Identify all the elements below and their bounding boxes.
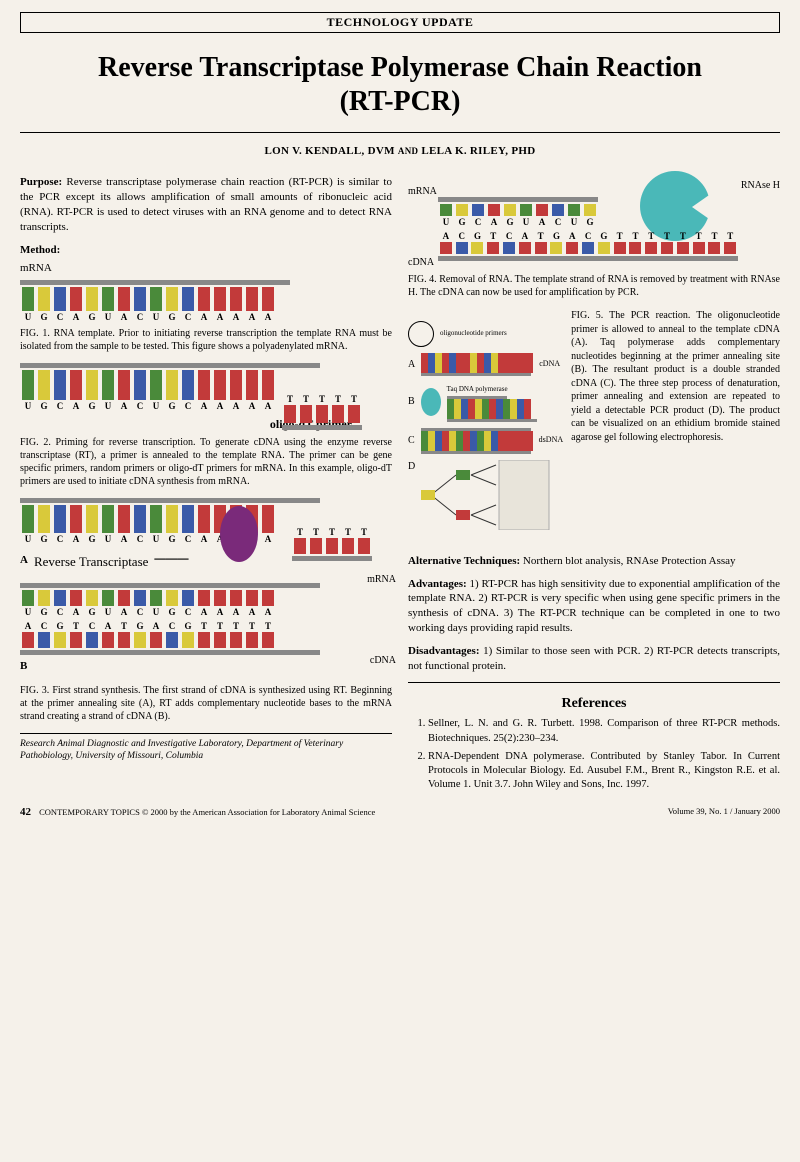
fig2-diagram: UGCAGUACUGCAAAAA TTTTT <box>20 363 392 412</box>
title-line1: Reverse Transcriptase Polymerase Chain R… <box>98 52 702 83</box>
fig3b-diagram: mRNA UGCAGUACUGCAAAAA ACGTCATGACGTTTTT c… <box>20 583 392 655</box>
fig5-a-cdna: cDNA <box>539 359 560 370</box>
fig5-block: oligonucleotide primers A cDNA B Taq DNA… <box>408 309 780 542</box>
rule-top <box>20 132 780 133</box>
fig5-taq-label: Taq DNA polymerase <box>447 385 508 393</box>
col-left: Purpose: Reverse transcriptase polymeras… <box>20 175 392 796</box>
fig4-bot: ACGTCATGACGTTTTTTTT <box>438 230 738 254</box>
footer: 42 CONTEMPORARY TOPICS © 2000 by the Ame… <box>20 806 780 818</box>
fig5-b: B <box>408 395 415 409</box>
fig1-mrna-label: mRNA <box>20 261 392 276</box>
ref-2: RNA-Dependent DNA polymerase. Contribute… <box>428 750 780 793</box>
fig4-mrna-label: mRNA <box>408 185 437 199</box>
alt-techniques: Alternative Techniques: Northern blot an… <box>408 554 780 569</box>
fig3b-top: UGCAGUACUGCAAAAA <box>20 590 392 618</box>
fig3a-primer: TTTTT <box>292 526 372 554</box>
purpose-text: Reverse transcriptase polymerase chain r… <box>20 176 392 233</box>
references: Sellner, L. N. and G. R. Turbett. 1998. … <box>408 717 780 792</box>
fig3-diagram: UGCAGUACUGCAAAAA TTTTT <box>20 498 392 545</box>
fig5-c-dsdna: dsDNA <box>539 435 563 446</box>
fig5-c: C <box>408 434 415 448</box>
author2: LELA K. RILEY, PHD <box>421 145 535 157</box>
purpose-para: Purpose: Reverse transcriptase polymeras… <box>20 175 392 234</box>
author1: LON V. KENDALL, DVM <box>265 145 395 157</box>
columns: Purpose: Reverse transcriptase polymeras… <box>20 175 780 796</box>
title-line2: (RT-PCR) <box>340 86 461 117</box>
fig5-d: D <box>408 460 415 474</box>
refs-rule <box>408 682 780 683</box>
purpose-lead: Purpose: <box>20 176 62 188</box>
alt-text: Northern blot analysis, RNAse Protection… <box>520 555 735 567</box>
affiliation: Research Animal Diagnostic and Investiga… <box>20 733 392 763</box>
fig5-caption: FIG. 5. The PCR reaction. The oligonucle… <box>571 309 780 542</box>
fig3-caption: FIG. 3. First strand synthesis. The firs… <box>20 684 392 723</box>
primer-circle-icon <box>408 321 434 347</box>
fig3b-mrna-label: mRNA <box>367 573 396 587</box>
fig4-rnase-label: RNAse H <box>741 179 780 193</box>
fig5-a: A <box>408 358 415 372</box>
dis-lead: Disadvantages: <box>408 645 480 657</box>
adv-lead: Advantages: <box>408 578 467 590</box>
fig3b-cdna-label: cDNA <box>370 654 396 668</box>
article-title: Reverse Transcriptase Polymerase Chain R… <box>20 51 780 118</box>
fig1-strand: UGCAGUACUGCAAAAA <box>20 287 392 323</box>
advantages: Advantages: 1) RT-PCR has high sensitivi… <box>408 577 780 636</box>
footer-copyright: CONTEMPORARY TOPICS © 2000 by the Americ… <box>39 807 375 817</box>
footer-left: 42 CONTEMPORARY TOPICS © 2000 by the Ame… <box>20 806 375 818</box>
fig5-b-strand <box>447 399 537 419</box>
section-header: TECHNOLOGY UPDATE <box>20 12 780 33</box>
fig3b-bot: ACGTCATGACGTTTTT <box>20 620 392 648</box>
page-number: 42 <box>20 806 31 818</box>
ref-1: Sellner, L. N. and G. R. Turbett. 1998. … <box>428 717 780 745</box>
fig2-caption: FIG. 2. Priming for reverse transcriptio… <box>20 436 392 488</box>
fig3-panel-b: B <box>20 659 392 674</box>
fig5-a-strand <box>421 353 533 373</box>
fig1-caption: FIG. 1. RNA template. Prior to initiatin… <box>20 327 392 353</box>
fig3-panel-a: A <box>20 553 28 568</box>
fig4-cdna-label: cDNA <box>408 256 434 270</box>
alt-lead: Alternative Techniques: <box>408 555 520 567</box>
disadvantages: Disadvantages: 1) Similar to those seen … <box>408 644 780 674</box>
taq-icon <box>421 388 441 416</box>
fig5-primer-label: oligonucleotide primers <box>440 329 507 338</box>
col-right: mRNA RNAse H UGCAGUACUG ACGTCATGACGTTTTT… <box>408 175 780 796</box>
fig4-top: UGCAGUACUG <box>438 204 738 228</box>
fig4-caption: FIG. 4. Removal of RNA. The template str… <box>408 273 780 299</box>
footer-right: Volume 39, No. 1 / January 2000 <box>668 806 780 818</box>
fig4-diagram: mRNA RNAse H UGCAGUACUG ACGTCATGACGTTTTT… <box>408 179 780 269</box>
fig1-diagram: UGCAGUACUGCAAAAA <box>20 280 392 323</box>
fig2-primer: TTTTT <box>282 393 362 423</box>
fig3-rt-label: Reverse Transcriptase <box>34 553 148 571</box>
authors: LON V. KENDALL, DVM AND LELA K. RILEY, P… <box>20 145 780 157</box>
authors-and: AND <box>398 146 418 156</box>
method-heading: Method: <box>20 243 392 258</box>
fig5-d-tree-icon <box>421 460 551 530</box>
fig5-diagram: oligonucleotide primers A cDNA B Taq DNA… <box>408 315 563 536</box>
refs-heading: References <box>408 695 780 714</box>
fig5-c-strand <box>421 431 533 451</box>
